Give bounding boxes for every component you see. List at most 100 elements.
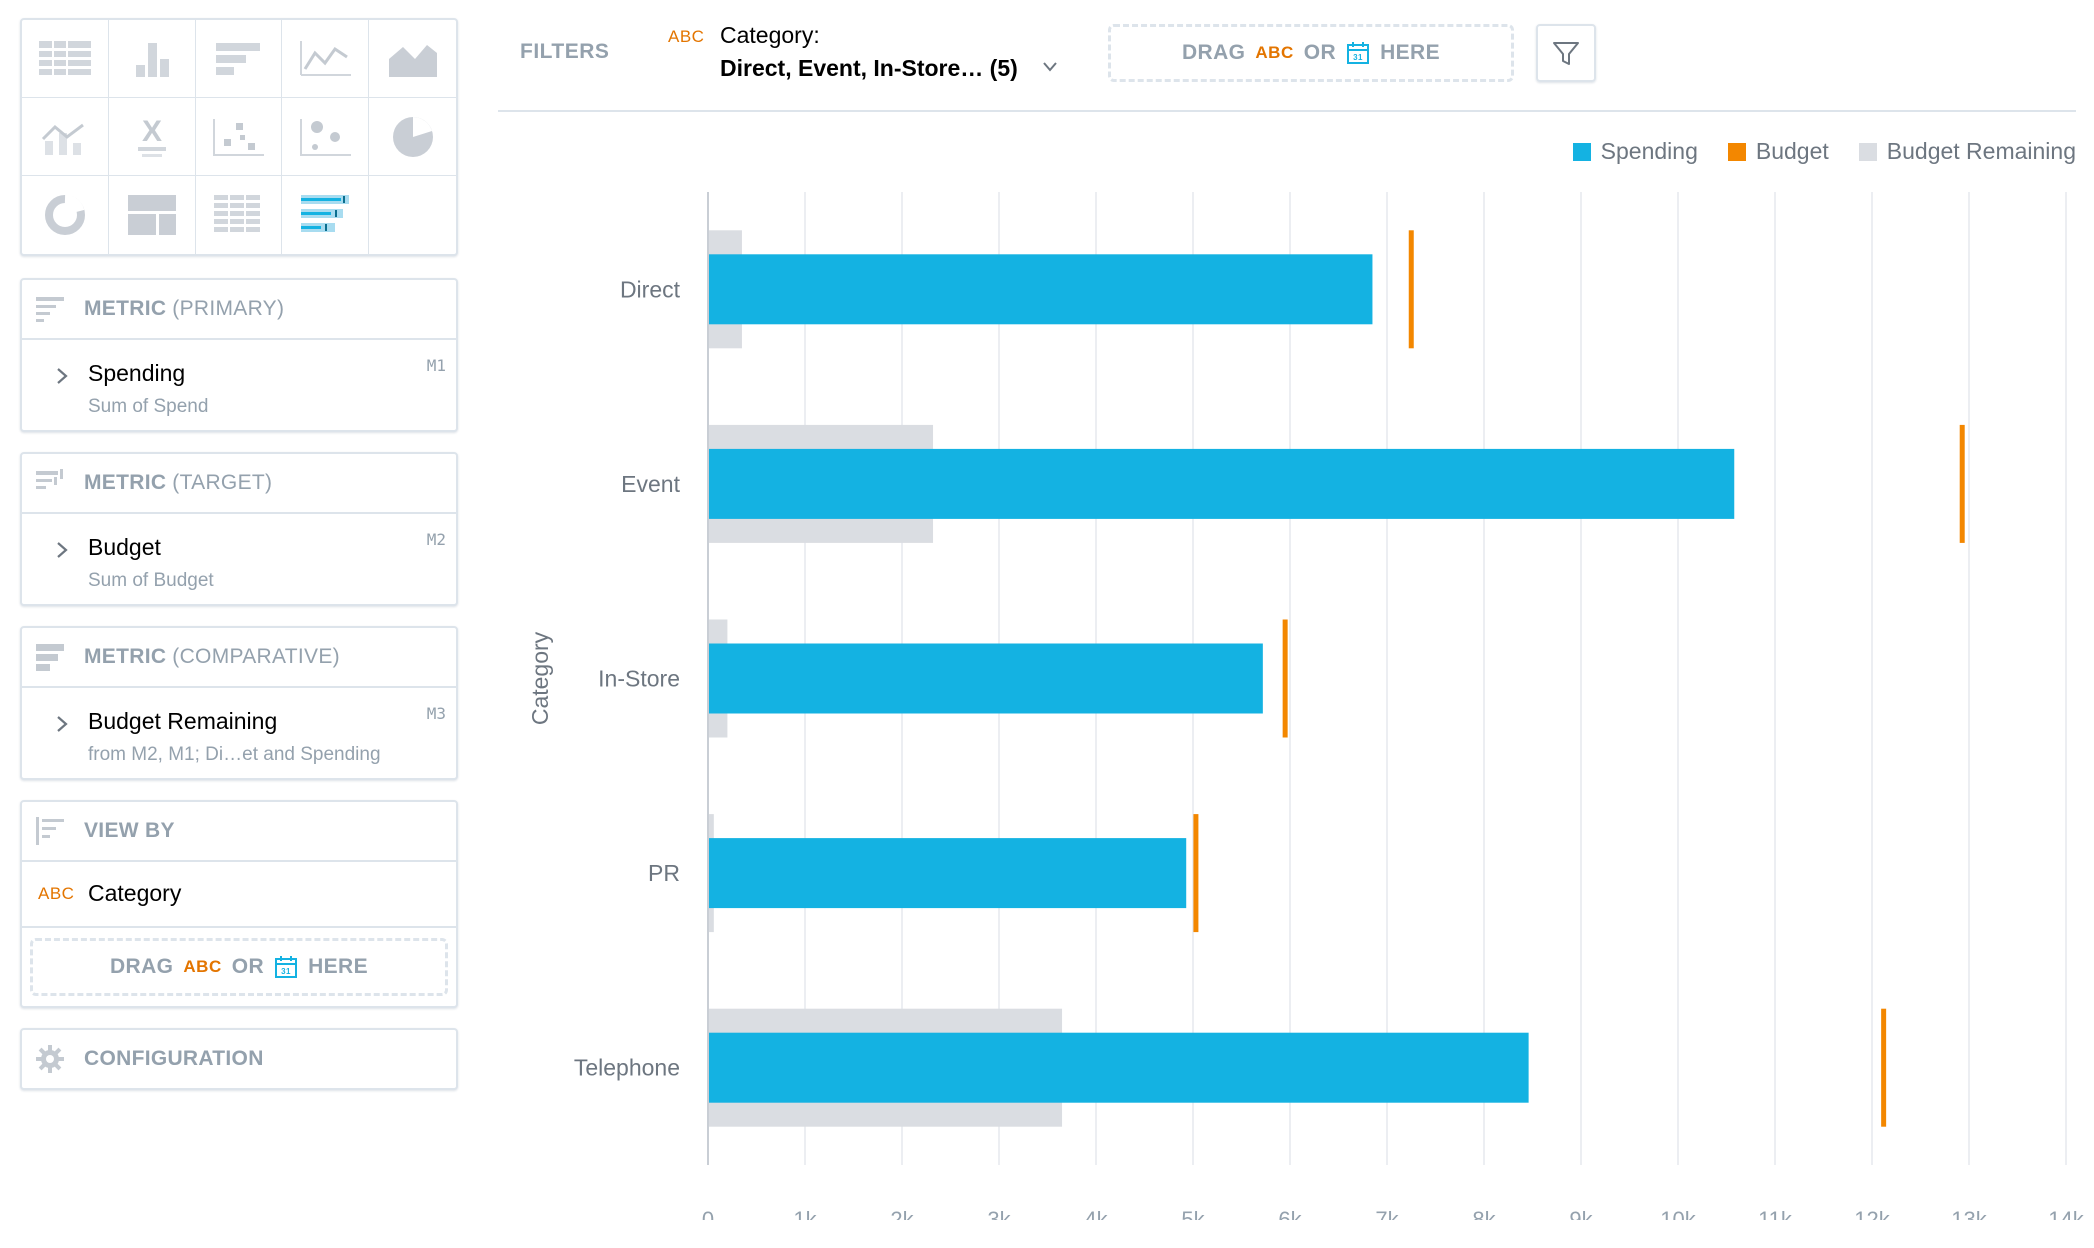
metric-name: Spending [88,360,186,386]
metric-primary-role: (PRIMARY) [172,297,285,320]
legend-item-budget-remaining[interactable]: Budget Remaining [1858,138,2076,165]
metric-tag: M1 [426,356,446,375]
category-label: Direct [620,276,681,302]
viz-table-icon[interactable] [22,20,109,98]
drop-drag-label: DRAG [109,955,174,978]
x-tick-label: 4k [1084,1207,1108,1220]
calendar-icon: 31 [1347,42,1370,64]
filter-category-title[interactable]: Category: [720,22,820,48]
metric-target-icon [36,469,63,489]
filter-category-value[interactable]: Direct, Event, In-Store… (5) [720,55,1018,81]
drop-or-label: OR [1303,41,1337,64]
metric-budget-remaining-item[interactable]: Budget Remaining from M2, M1; Di…et and … [22,688,456,776]
primary-bar[interactable] [708,643,1263,714]
metric-primary-bucket: METRIC (PRIMARY) Spending Sum of Spend M… [20,278,458,432]
drop-drag-label: DRAG [1181,41,1246,64]
filter-button[interactable] [1536,24,1596,82]
metric-name: Budget Remaining [88,708,278,734]
viz-combo-icon[interactable] [22,98,109,176]
legend-label: Spending [1600,138,1698,164]
svg-text:31: 31 [1353,53,1363,62]
viz-area-icon[interactable] [369,20,456,98]
chevron-right-icon[interactable] [52,540,72,560]
filter-attribute-type: ABC [668,27,705,46]
chevron-right-icon[interactable] [52,366,72,386]
viz-bar-icon[interactable] [195,20,283,98]
svg-text:X: X [142,115,162,148]
metric-description: Sum of Budget [88,570,214,591]
category-label: PR [648,860,680,886]
viz-line-icon[interactable] [282,20,370,98]
view-by-title: VIEW BY [84,819,175,842]
attribute-type-label: ABC [38,884,75,903]
metric-target-title: METRIC [84,471,167,494]
visualization-type-picker: X [20,18,458,256]
viz-heatmap-icon[interactable] [196,176,283,254]
drop-abc-label: ABC [1255,43,1294,62]
metric-description: Sum of Spend [88,396,209,417]
view-by-bucket: VIEW BY ABC Category DRAG ABC OR 31 HERE [20,800,458,1008]
category-label: Event [621,471,680,497]
viz-bullet-icon-selected[interactable] [282,176,370,254]
category-label: In-Store [598,666,680,692]
viz-empty-cell [369,176,456,254]
metric-comparative-role: (COMPARATIVE) [172,645,340,668]
legend-swatch-budget [1727,142,1746,161]
metric-description: from M2, M1; Di…et and Spending [88,744,381,765]
metric-target-role: (TARGET) [172,471,273,494]
filter-bar-divider [498,110,2076,112]
legend-swatch-budget-remaining [1858,142,1877,161]
metric-tag: M2 [426,530,446,549]
calendar-icon: 31 [275,956,298,978]
x-tick-label: 6k [1278,1207,1302,1220]
drop-here-label: HERE [308,955,369,978]
target-marker[interactable] [1408,230,1414,349]
metric-primary-icon [36,297,64,322]
metric-target-header: METRIC (TARGET) [22,454,456,514]
drop-or-label: OR [231,955,265,978]
chevron-right-icon[interactable] [52,714,72,734]
gear-icon [36,1045,64,1073]
primary-bar[interactable] [708,448,1735,519]
viz-headline-icon[interactable]: X [108,98,196,176]
configuration-header[interactable]: CONFIGURATION [22,1030,456,1088]
target-marker[interactable] [1881,1008,1887,1127]
category-label: Telephone [574,1055,680,1081]
viz-bubble-icon[interactable] [282,98,370,176]
viz-treemap-icon[interactable] [109,176,196,254]
viz-scatter-icon[interactable] [195,98,283,176]
metric-budget-item[interactable]: Budget Sum of Budget M2 [22,514,456,602]
viz-column-icon[interactable] [108,20,196,98]
chevron-down-icon[interactable] [1040,59,1060,75]
configuration-section[interactable]: CONFIGURATION [20,1028,458,1090]
filter-drop-zone[interactable]: DRAG ABC OR 31 HERE [1108,24,1514,82]
x-tick-label: 0 [702,1207,714,1220]
target-marker[interactable] [1282,619,1288,738]
viz-donut-icon[interactable] [22,176,109,254]
metric-comparative-bucket: METRIC (COMPARATIVE) Budget Remaining fr… [20,626,458,780]
x-tick-label: 10k [1660,1207,1696,1220]
metric-comparative-header: METRIC (COMPARATIVE) [22,628,456,688]
metric-tag: M3 [426,704,446,723]
drop-here-label: HERE [1380,41,1441,64]
filters-label: FILTERS [520,40,610,63]
legend-label: Budget Remaining [1886,138,2076,164]
legend-item-spending[interactable]: Spending [1572,138,1698,165]
viz-pie-icon[interactable] [369,98,456,176]
primary-bar[interactable] [708,1032,1529,1103]
configuration-title: CONFIGURATION [84,1047,264,1070]
view-by-attribute-item[interactable]: ABC Category [22,862,456,928]
target-marker[interactable] [1193,814,1199,933]
metric-spending-item[interactable]: Spending Sum of Spend M1 [22,340,456,428]
legend-swatch-spending [1572,142,1591,161]
view-by-drop-zone[interactable]: DRAG ABC OR 31 HERE [30,938,448,996]
bullet-chart: Direct Event In-Store PR Telephone 0 1k 2k 3k 4k 5… [527,192,2085,1220]
x-tick-label: 2k [890,1207,914,1220]
legend-item-budget[interactable]: Budget [1727,138,1829,165]
primary-bar[interactable] [708,838,1187,909]
metric-comparative-icon [36,644,64,671]
metric-comparative-title: METRIC [84,645,167,668]
target-marker[interactable] [1959,424,1965,543]
primary-bar[interactable] [708,254,1373,325]
x-tick-label: 11k [1758,1207,1793,1220]
